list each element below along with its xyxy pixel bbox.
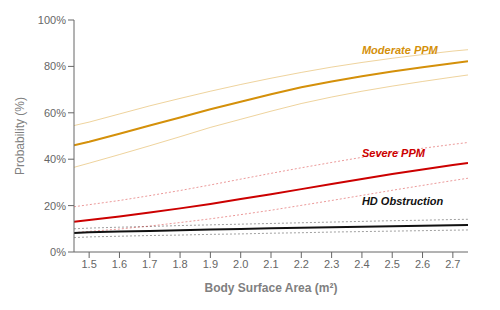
svg-text:1.5: 1.5 bbox=[82, 258, 97, 270]
svg-text:2.7: 2.7 bbox=[445, 258, 460, 270]
svg-text:1.8: 1.8 bbox=[172, 258, 187, 270]
svg-text:Body Surface Area (m²): Body Surface Area (m²) bbox=[205, 281, 338, 295]
svg-text:1.6: 1.6 bbox=[112, 258, 127, 270]
svg-text:Probability (%): Probability (%) bbox=[13, 97, 27, 175]
svg-text:80%: 80% bbox=[44, 60, 66, 72]
svg-text:Moderate PPM: Moderate PPM bbox=[362, 44, 439, 56]
svg-text:2.6: 2.6 bbox=[415, 258, 430, 270]
svg-text:2.0: 2.0 bbox=[233, 258, 248, 270]
svg-text:2.1: 2.1 bbox=[263, 258, 278, 270]
svg-text:1.7: 1.7 bbox=[142, 258, 157, 270]
svg-text:0%: 0% bbox=[50, 246, 66, 258]
svg-text:1.9: 1.9 bbox=[203, 258, 218, 270]
svg-text:100%: 100% bbox=[38, 14, 66, 26]
svg-text:2.4: 2.4 bbox=[354, 258, 369, 270]
svg-text:20%: 20% bbox=[44, 200, 66, 212]
svg-text:Severe PPM: Severe PPM bbox=[362, 147, 426, 159]
svg-text:40%: 40% bbox=[44, 153, 66, 165]
svg-text:60%: 60% bbox=[44, 107, 66, 119]
svg-text:HD Obstruction: HD Obstruction bbox=[362, 195, 444, 207]
svg-text:2.5: 2.5 bbox=[385, 258, 400, 270]
svg-text:2.3: 2.3 bbox=[324, 258, 339, 270]
svg-text:2.2: 2.2 bbox=[294, 258, 309, 270]
